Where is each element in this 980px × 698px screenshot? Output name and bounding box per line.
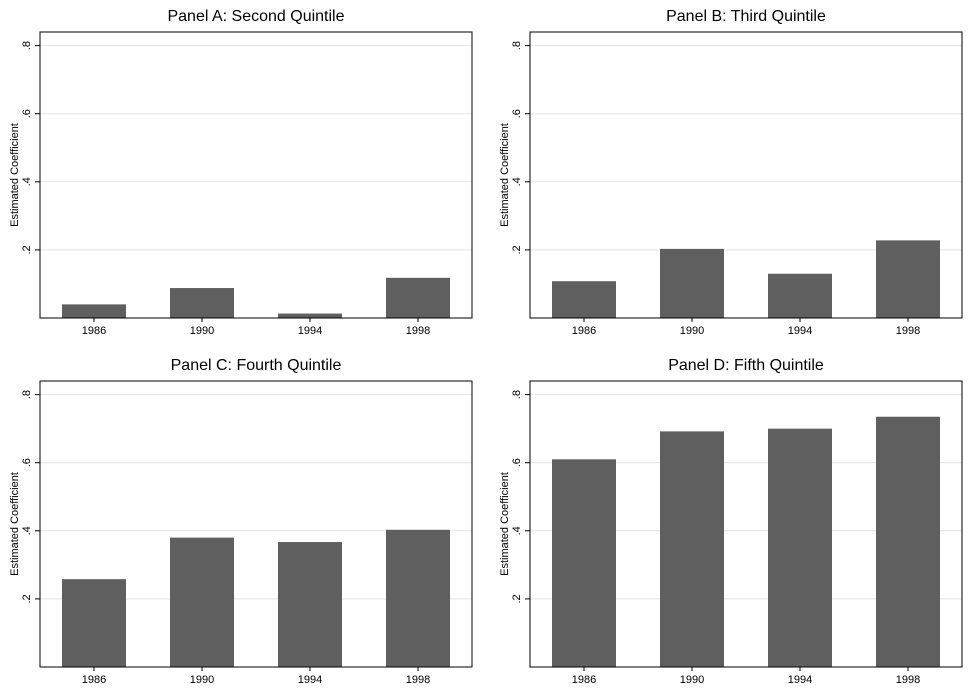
- x-tick-label: 1994: [298, 325, 322, 337]
- x-tick-label: 1994: [788, 674, 812, 686]
- panel-b: Panel B: Third Quintile .2 .4 .6 .8 1986 1990 1…: [490, 0, 980, 349]
- y-axis-label: Estimated Coefficient: [9, 123, 21, 227]
- chart-title: Panel D: Fifth Quintile: [668, 357, 824, 374]
- x-tick-label: 1990: [680, 325, 704, 337]
- panel-a: Panel A: Second Quintile .2 .4 .6 .8 1986 1990…: [0, 0, 490, 349]
- plot-frame: [39, 31, 473, 319]
- bar: [170, 537, 234, 667]
- bar: [62, 579, 126, 667]
- x-tick-label: 1986: [82, 674, 106, 686]
- bar: [62, 304, 126, 318]
- y-axis-label: Estimated Coefficient: [499, 123, 511, 227]
- panel-c: Panel C: Fourth Quintile .2 .4 .6 .8 1986 1990…: [0, 349, 490, 698]
- y-tick-label: .6: [21, 458, 33, 467]
- x-tick-label: 1994: [788, 325, 812, 337]
- bar: [768, 273, 832, 318]
- x-tick-label: 1998: [406, 674, 430, 686]
- y-tick-label: .6: [511, 458, 523, 467]
- panel-a-chart: Panel A: Second Quintile .2 .4 .6 .8 1986 1990…: [9, 8, 473, 337]
- y-tick-label: .4: [21, 177, 33, 186]
- panel-d-chart: Panel D: Fifth Quintile .2 .4 .6 .8 1986 1990 1…: [499, 357, 963, 686]
- panel-b-chart: Panel B: Third Quintile .2 .4 .6 .8 1986 1990 1…: [499, 8, 963, 337]
- y-tick-label: .8: [21, 41, 33, 50]
- bar: [278, 542, 342, 667]
- y-tick-label: .2: [511, 245, 523, 254]
- bar: [386, 529, 450, 667]
- x-tick-label: 1998: [896, 674, 920, 686]
- bar: [170, 288, 234, 318]
- y-tick-label: .8: [21, 390, 33, 399]
- bar: [386, 277, 450, 318]
- y-tick-label: .2: [21, 245, 33, 254]
- bar: [660, 431, 724, 667]
- bar: [876, 416, 940, 667]
- plot-frame: [529, 380, 963, 668]
- x-tick-label: 1994: [298, 674, 322, 686]
- y-tick-label: .4: [21, 526, 33, 535]
- x-tick-label: 1986: [82, 325, 106, 337]
- chart-title: Panel B: Third Quintile: [666, 8, 826, 25]
- bar: [768, 428, 832, 667]
- bar: [660, 248, 724, 318]
- y-tick-label: .8: [511, 390, 523, 399]
- x-tick-label: 1986: [572, 325, 596, 337]
- y-tick-label: .6: [21, 109, 33, 118]
- bar: [278, 313, 342, 318]
- plot-frame: [529, 31, 963, 319]
- y-tick-label: .4: [511, 526, 523, 535]
- y-axis-label: Estimated Coefficient: [9, 472, 21, 576]
- x-tick-label: 1990: [190, 674, 214, 686]
- chart-title: Panel C: Fourth Quintile: [171, 357, 342, 374]
- x-tick-label: 1990: [190, 325, 214, 337]
- chart-title: Panel A: Second Quintile: [167, 8, 344, 25]
- bar: [552, 459, 616, 667]
- plot-frame: [39, 380, 473, 668]
- bar: [552, 281, 616, 318]
- x-tick-label: 1998: [406, 325, 430, 337]
- bar: [876, 240, 940, 318]
- y-tick-label: .6: [511, 109, 523, 118]
- y-tick-label: .8: [511, 41, 523, 50]
- y-tick-label: .2: [21, 594, 33, 603]
- y-axis-label: Estimated Coefficient: [499, 472, 511, 576]
- panel-c-chart: Panel C: Fourth Quintile .2 .4 .6 .8 1986 1990…: [9, 357, 473, 686]
- x-tick-label: 1998: [896, 325, 920, 337]
- x-tick-label: 1986: [572, 674, 596, 686]
- y-tick-label: .2: [511, 594, 523, 603]
- x-tick-label: 1990: [680, 674, 704, 686]
- panel-d: Panel D: Fifth Quintile .2 .4 .6 .8 1986 1990 1…: [490, 349, 980, 698]
- y-tick-label: .4: [511, 177, 523, 186]
